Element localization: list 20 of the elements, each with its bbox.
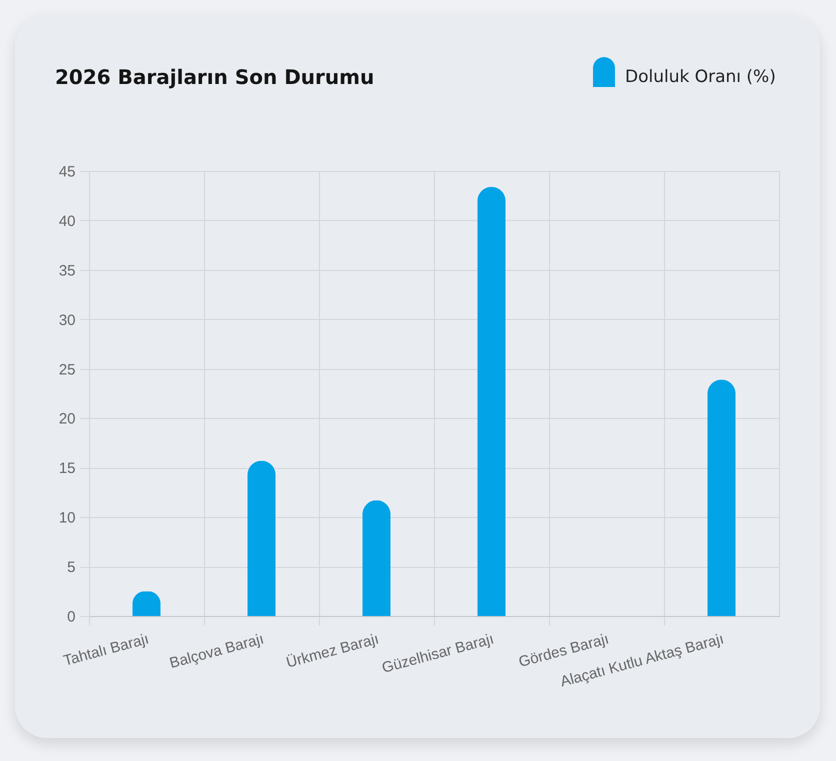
y-tick-label: 45	[58, 164, 76, 180]
x-tick-label: Balçova Barajı	[168, 630, 266, 672]
y-tick-label: 25	[58, 361, 76, 378]
bar	[248, 460, 276, 616]
bar	[362, 500, 390, 616]
x-tick-label: Ürkmez Barajı	[284, 630, 381, 672]
bar	[708, 380, 736, 616]
y-tick-label: 0	[67, 608, 76, 626]
y-tick-label: 40	[58, 212, 76, 230]
bar	[478, 186, 506, 616]
chart-title: 2026 Barajların Son Durumu	[55, 65, 374, 89]
x-tick-label: Güzelhisar Barajı	[380, 630, 496, 677]
y-tick-label: 15	[58, 460, 76, 478]
y-tick-label: 30	[58, 312, 76, 329]
y-tick-label: 10	[58, 510, 76, 527]
y-tick-label: 35	[58, 262, 76, 280]
y-tick-label: 20	[58, 410, 76, 428]
legend-label: Doluluk Oranı (%)	[625, 67, 776, 87]
x-tick-label: Tahtalı Barajı	[62, 630, 151, 670]
y-tick-label: 5	[67, 559, 76, 576]
